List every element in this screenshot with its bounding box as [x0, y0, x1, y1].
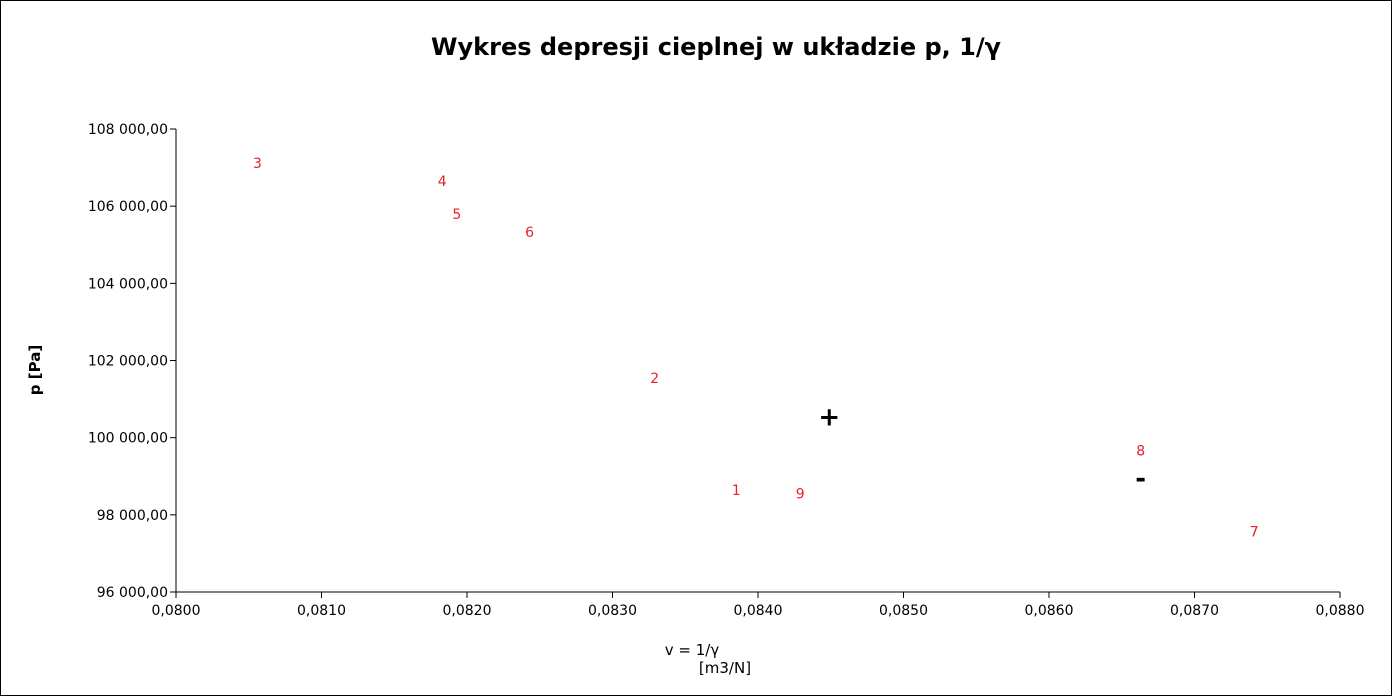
axes	[175, 129, 1340, 593]
x-axis-title-line-2: [m3/N]	[699, 659, 751, 677]
data-point-label: 7	[1250, 524, 1259, 540]
data-point-label: 4	[438, 174, 447, 190]
x-axis-title-line-1: v = 1/γ	[665, 641, 720, 659]
y-tick-label: 106 000,00	[88, 199, 168, 215]
x-tick-label: 0,0840	[734, 603, 783, 619]
data-point-label: 5	[452, 207, 461, 223]
y-tick-label: 102 000,00	[88, 354, 168, 370]
chart-title: Wykres depresji cieplnej w układzie p, 1…	[431, 33, 1001, 61]
x-axis-ticks: 0,0800 0,0810 0,0820 0,0830 0,0840 0,0850 0,08…	[152, 592, 1365, 619]
y-tick-label: 100 000,00	[88, 431, 168, 447]
y-axis-title: p [Pa]	[26, 345, 44, 395]
y-tick-label: 98 000,00	[97, 508, 168, 524]
data-points: 1 2 3 4 5 6 7 8 9	[253, 156, 1259, 540]
x-tick-label: 0,0830	[588, 603, 637, 619]
y-tick-label: 104 000,00	[88, 276, 168, 292]
data-point-label: 8	[1136, 443, 1145, 459]
state-symbol: -	[1135, 464, 1146, 494]
state-symbol: +	[818, 402, 840, 432]
x-tick-label: 0,0810	[297, 603, 346, 619]
y-axis-ticks: 96 000,00 98 000,00 100 000,00 102 000,00 10…	[88, 122, 176, 601]
data-point-label: 1	[732, 483, 741, 499]
data-point-label: 6	[525, 225, 534, 241]
state-symbols: +-	[818, 402, 1146, 494]
data-point-label: 3	[253, 156, 262, 172]
x-tick-label: 0,0880	[1316, 603, 1365, 619]
x-tick-label: 0,0820	[443, 603, 492, 619]
y-tick-label: 96 000,00	[97, 585, 168, 601]
data-point-label: 9	[796, 487, 805, 503]
data-point-label: 2	[650, 371, 659, 387]
x-tick-label: 0,0860	[1025, 603, 1074, 619]
y-tick-label: 108 000,00	[88, 122, 168, 138]
x-tick-label: 0,0800	[152, 603, 201, 619]
x-tick-label: 0,0870	[1170, 603, 1219, 619]
x-tick-label: 0,0850	[879, 603, 928, 619]
